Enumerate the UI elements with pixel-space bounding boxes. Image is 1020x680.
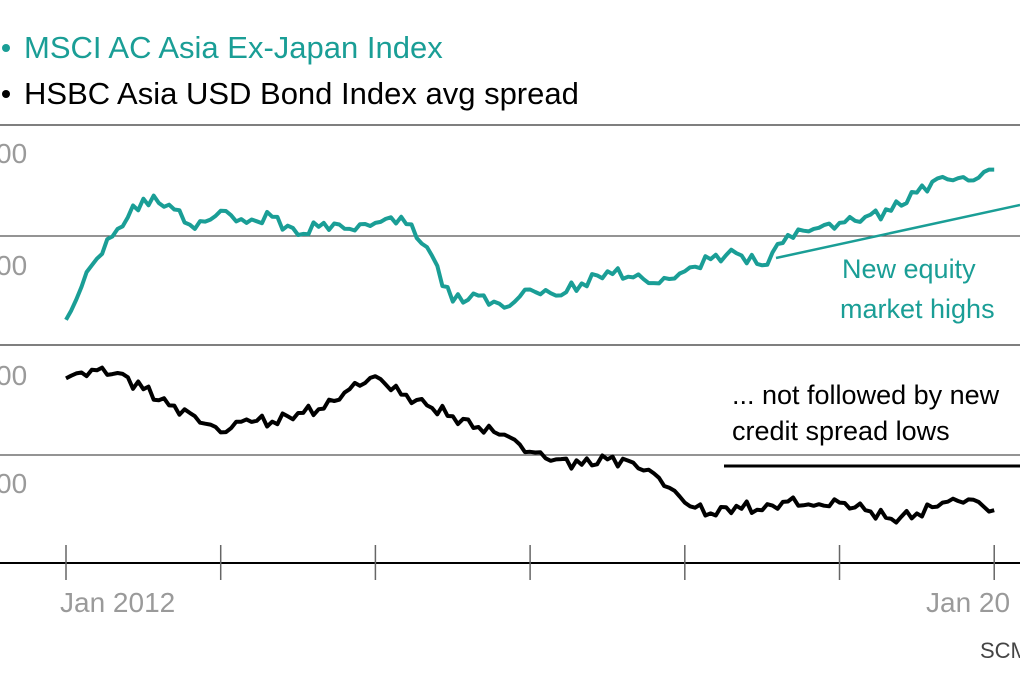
source-label: SCM <box>980 638 1020 663</box>
x-ticks <box>65 545 995 580</box>
x-tick-label-jan-20: Jan 20 <box>926 587 1010 618</box>
y-tick-top-1: 00 <box>0 138 27 169</box>
y-tick-top-2: 00 <box>0 250 27 281</box>
legend-label-msci: MSCI AC Asia Ex-Japan Index <box>24 30 443 65</box>
equity-annotation-line-1: New equity <box>842 254 976 284</box>
legend-marker-msci <box>2 44 10 52</box>
y-tick-bottom-2: 00 <box>0 468 27 499</box>
legend-label-hsbc: HSBC Asia USD Bond Index avg spread <box>24 76 579 111</box>
legend: MSCI AC Asia Ex-Japan Index HSBC Asia US… <box>2 30 579 111</box>
credit-annotation-line-2: credit spread lows <box>732 416 950 446</box>
series-line-hsbc <box>65 365 995 525</box>
credit-annotation-line-1: ... not followed by new <box>732 380 1000 410</box>
equity-highs-trendline <box>775 203 1020 260</box>
x-tick-label-jan-2012: Jan 2012 <box>60 587 175 618</box>
legend-marker-hsbc <box>2 90 10 98</box>
equity-annotation-line-2: market highs <box>840 294 995 324</box>
series-line-msci <box>64 167 995 321</box>
y-tick-bottom-1: 00 <box>0 360 27 391</box>
